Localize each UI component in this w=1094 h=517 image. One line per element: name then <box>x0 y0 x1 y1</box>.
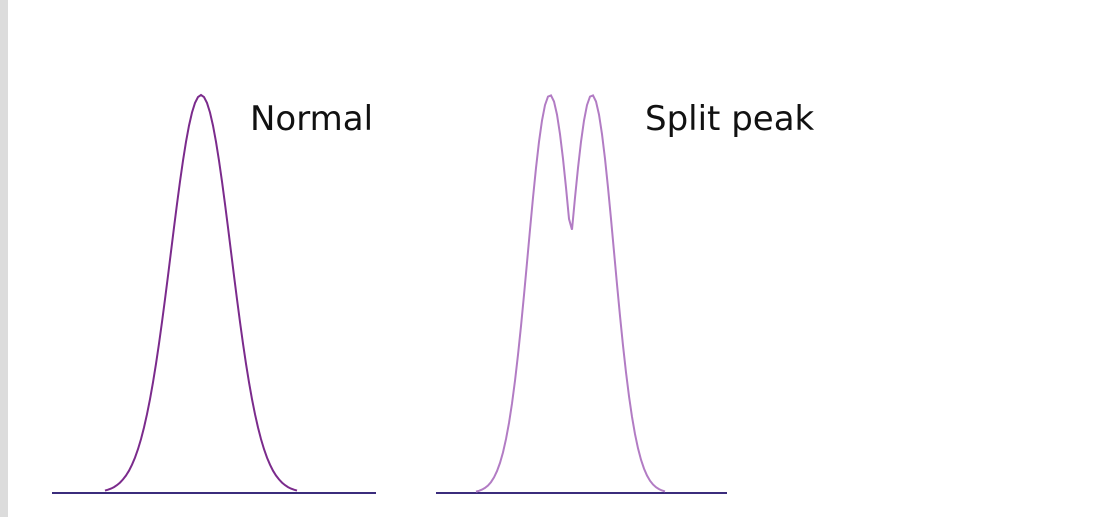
normal-peak-curve <box>104 93 298 492</box>
split-peak-label: Split peak <box>645 99 815 139</box>
side-strip <box>0 0 8 517</box>
normal-label: Normal <box>250 99 373 139</box>
split-peak-curve <box>475 94 666 493</box>
